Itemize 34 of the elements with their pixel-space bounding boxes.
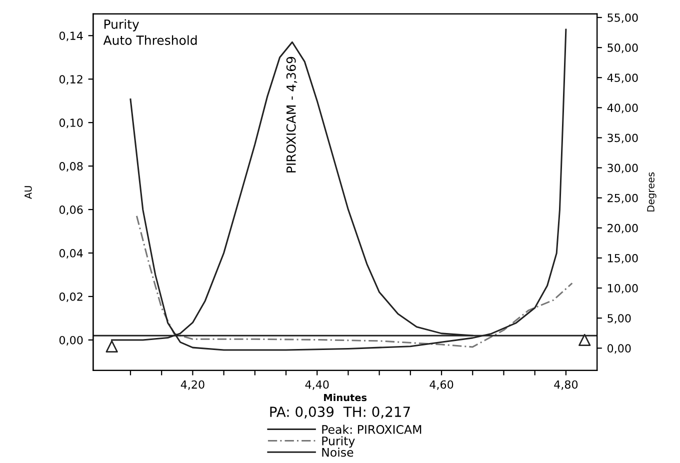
y-tick-label: 0,10 xyxy=(59,118,83,128)
y2-tick-label: 25,00 xyxy=(608,194,638,204)
y-tick-label: 0,14 xyxy=(59,32,83,42)
y-axis-title: AU xyxy=(24,186,32,199)
y2-tick-label: 20,00 xyxy=(608,224,638,234)
y-tick-label: 0,06 xyxy=(59,206,83,216)
x-tick-label: 4,20 xyxy=(180,380,204,390)
y2-tick-label: 15,00 xyxy=(608,254,638,264)
y2-tick-label: 50,00 xyxy=(608,44,638,54)
y-tick-label: 0,00 xyxy=(59,336,83,346)
x-tick-label: 4,40 xyxy=(305,380,329,390)
y2-tick-label: 0,00 xyxy=(607,344,631,354)
y2-tick-label: 40,00 xyxy=(607,104,638,114)
y-tick-label: 0,04 xyxy=(59,248,83,259)
annotation: Auto Threshold xyxy=(103,35,197,45)
x-axis-title: Minutes xyxy=(324,394,367,402)
y2-tick-label: 5,00 xyxy=(608,314,631,324)
legend-label: Noise xyxy=(322,448,354,457)
legend-label: Peak: PIROXICAM xyxy=(322,424,422,434)
y2-axis-title: Degrees xyxy=(647,172,656,212)
y-tick-label: 0,08 xyxy=(59,162,83,172)
legend-label: Purity xyxy=(322,436,355,448)
y2-tick-label: 35,00 xyxy=(608,134,638,144)
y2-tick-label: 10,00 xyxy=(608,284,638,294)
annotation: Purity xyxy=(104,19,140,32)
y-tick-label: 0,02 xyxy=(59,292,82,302)
y2-tick-label: 55,00 xyxy=(608,13,638,24)
y2-tick-label: 45,00 xyxy=(607,74,638,84)
annotation: PIROXICAM - 4,369 xyxy=(286,56,298,172)
x-tick-label: 4,60 xyxy=(430,380,454,390)
x-tick-label: 4,80 xyxy=(554,380,578,390)
y-tick-label: 0,12 xyxy=(59,75,82,85)
text: PA: 0,039 TH: 0,217 xyxy=(270,406,410,418)
y2-tick-label: 30,00 xyxy=(608,164,638,174)
